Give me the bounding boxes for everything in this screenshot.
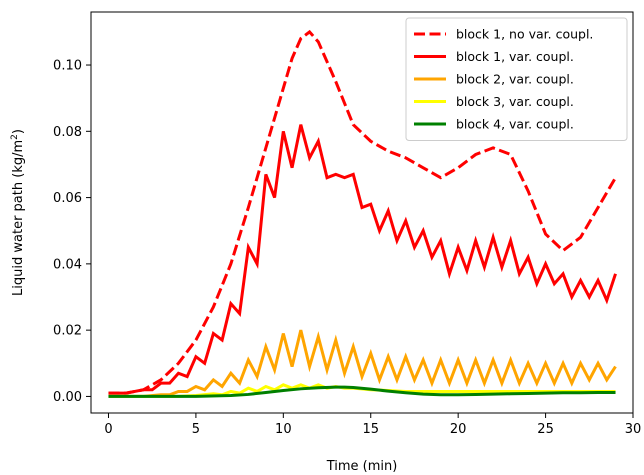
x-tick-label: 15 [362, 422, 379, 437]
x-tick-label: 20 [450, 422, 467, 437]
x-axis-ticks: 0 5 10 15 20 25 30 [104, 413, 641, 437]
series-line-1 [108, 29, 617, 395]
y-axis-label-close: ) [11, 129, 26, 134]
y-tick-label: 0.00 [53, 390, 82, 405]
y-axis-label-sup: 2 [10, 134, 20, 140]
x-tick-label: 10 [275, 422, 292, 437]
x-tick-label: 5 [192, 422, 200, 437]
legend-label: block 2, var. coupl. [456, 72, 574, 87]
legend-label: block 4, var. coupl. [456, 117, 574, 132]
x-tick-label: 25 [537, 422, 554, 437]
legend-label: block 3, var. coupl. [456, 94, 574, 109]
y-tick-label: 0.02 [53, 324, 82, 339]
y-tick-label: 0.10 [53, 59, 82, 74]
legend-label: block 1, no var. coupl. [456, 27, 593, 42]
series-line-2 [108, 124, 617, 395]
y-tick-label: 0.06 [53, 191, 82, 206]
y-axis-label: Liquid water path (kg/m2) [10, 129, 26, 296]
y-tick-label: 0.04 [53, 257, 82, 272]
legend-label: block 1, var. coupl. [456, 49, 574, 64]
legend: block 1, no var. coupl. block 1, var. cou… [405, 17, 628, 141]
y-tick-label: 0.08 [53, 125, 82, 140]
series-line-3 [108, 329, 617, 398]
plot-frame [90, 11, 634, 414]
series-layer [108, 29, 617, 398]
legend-box [405, 17, 628, 141]
series-line-5 [108, 385, 616, 398]
y-axis-label-main: Liquid water path (kg/m [11, 140, 26, 296]
y-axis-ticks: 0.00 0.02 0.04 0.06 0.08 0.10 [53, 59, 91, 405]
x-tick-label: 30 [625, 422, 642, 437]
x-axis-label: Time (min) [326, 459, 398, 474]
x-tick-label: 0 [104, 422, 112, 437]
